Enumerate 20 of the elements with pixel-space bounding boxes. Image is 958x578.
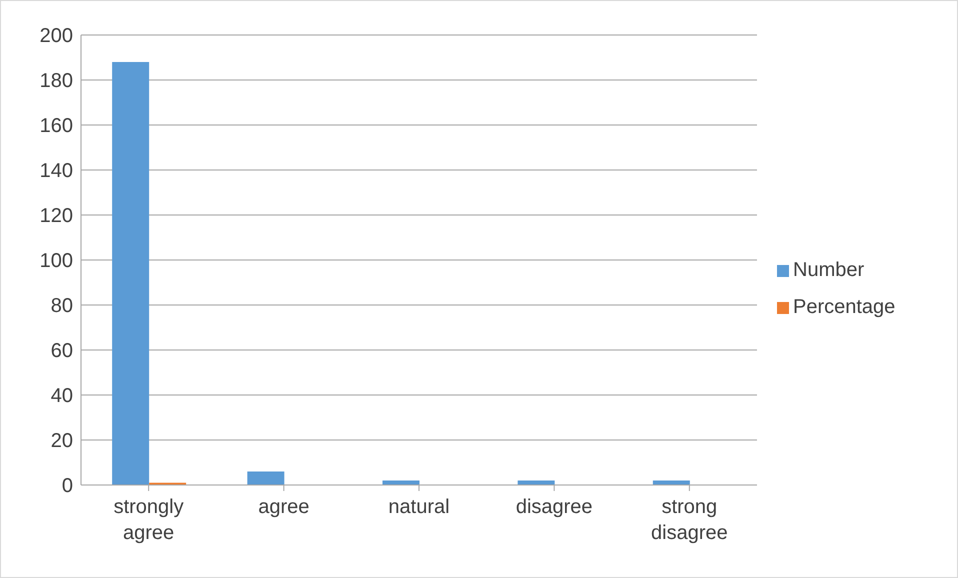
y-tick-label: 0	[62, 475, 73, 498]
y-tick-label: 60	[50, 340, 73, 362]
y-tick-label: 140	[40, 160, 73, 182]
bar	[247, 472, 284, 485]
y-tick-label: 40	[50, 385, 73, 408]
y-tick-label: 80	[50, 295, 73, 318]
x-tick-label: strong disagree	[651, 496, 728, 544]
x-tick-label: disagree	[516, 496, 593, 518]
x-tick-label: agree	[258, 496, 310, 518]
legend-label: Percentage	[793, 296, 896, 319]
y-tick-label: 180	[40, 70, 73, 92]
x-tick-label: natural	[388, 496, 450, 518]
y-tick-label: 100	[40, 250, 73, 272]
y-tick-label: 120	[40, 205, 73, 228]
x-tick-label: strongly agree	[114, 496, 184, 544]
legend-label: Number	[793, 259, 864, 282]
y-tick-label: 20	[50, 430, 73, 452]
y-tick-label: 160	[40, 115, 73, 138]
y-tick-label: 200	[40, 25, 73, 48]
bar	[112, 62, 150, 485]
